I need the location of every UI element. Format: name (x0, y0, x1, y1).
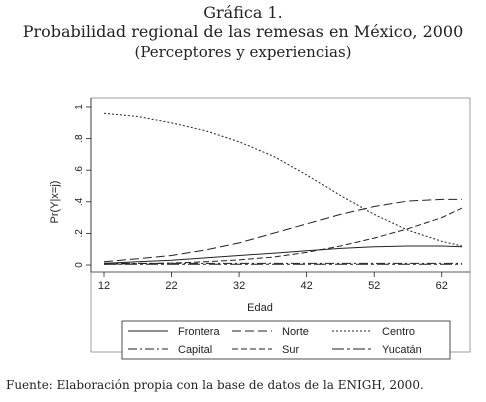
x-tick-label: 22 (165, 280, 177, 292)
legend: Frontera Norte Centro Capital Sur Yucatán (121, 320, 451, 360)
legend-label: Sur (282, 344, 299, 356)
source-note: Fuente: Elaboración propia con la base d… (6, 378, 424, 392)
series-line-norte (103, 198, 462, 263)
x-tick-label: 12 (98, 280, 110, 292)
legend-label: Centro (382, 326, 415, 338)
y-tick-label: .4 (74, 197, 85, 206)
x-axis-label: Edad (247, 302, 273, 314)
x-tick-label: 32 (233, 280, 245, 292)
chart-subtitle: (Perceptores y experiencias) (134, 43, 352, 61)
y-tick-label: .8 (74, 134, 85, 143)
x-tick-label: 52 (368, 280, 380, 292)
legend-label: Yucatán (382, 344, 422, 356)
legend-label: Norte (282, 326, 309, 338)
y-axis-label: Pr(Y|x=j) (49, 181, 61, 224)
y-tick-label: 0 (74, 262, 85, 268)
x-tick-label: 42 (301, 280, 313, 292)
y-tick-label: .6 (74, 166, 85, 175)
legend-label: Capital (178, 344, 212, 356)
x-tick-label: 62 (436, 280, 448, 292)
figure-label: Gráfica 1. (203, 3, 283, 22)
legend-label: Frontera (178, 326, 220, 338)
line-chart: 12 22 32 42 52 62 0 .2 .4 .6 .8 1 Pr(Y|x=j) Edad Fr… (44, 82, 484, 372)
y-tick-label: .2 (74, 229, 85, 238)
legend-box (121, 320, 451, 360)
y-tick-label: 1 (74, 104, 85, 110)
series-line-frontera (103, 245, 463, 264)
chart-title: Probabilidad regional de las remesas en … (22, 22, 464, 41)
